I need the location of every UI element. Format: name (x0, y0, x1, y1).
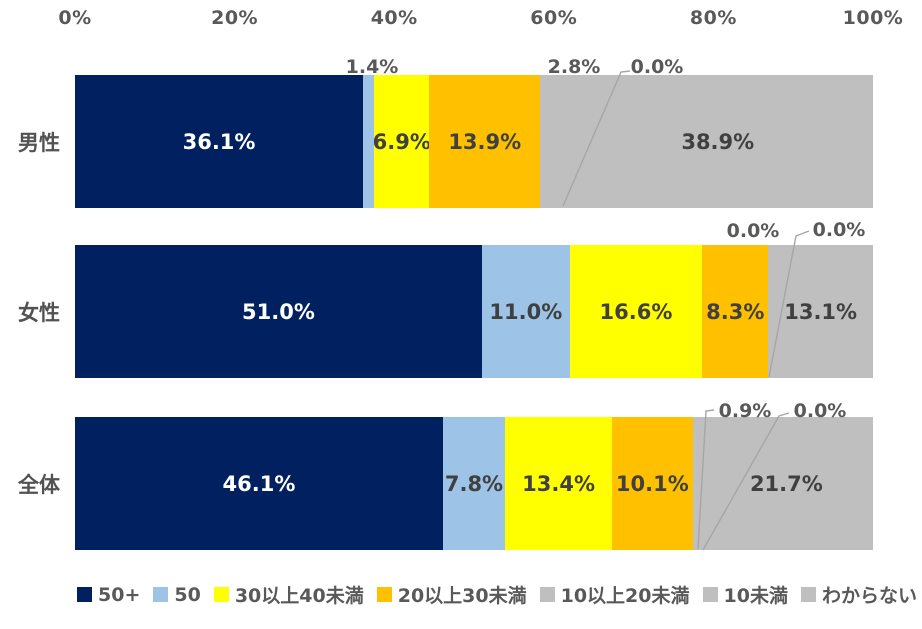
bar-segment: 11.0% (481, 245, 570, 378)
x-axis: 0% 20% 40% 60% 80% 100% (0, 0, 922, 40)
bar-segment: 51.0% (75, 245, 482, 378)
legend-item: わからない (800, 581, 917, 608)
stacked-bar-0: 36.1% 6.9% 13.9% 38.9% (75, 75, 873, 208)
legend-label: 50 (174, 583, 201, 606)
legend-swatch-icon (539, 587, 555, 602)
x-tick-label: 80% (689, 7, 737, 29)
legend-swatch-icon (376, 587, 392, 602)
bar-segment (540, 75, 563, 208)
data-label: 16.6% (599, 299, 673, 324)
data-label: 11.0% (489, 299, 563, 324)
x-tick-label: 0% (58, 7, 92, 29)
legend-item: 30以上40未満 (213, 581, 364, 608)
data-label: 38.9% (681, 129, 755, 154)
bar-segment: 13.4% (505, 417, 613, 550)
data-label: 8.3% (706, 299, 765, 324)
data-label: 13.9% (448, 129, 522, 154)
legend-label: 30以上40未満 (234, 585, 364, 607)
data-label: 36.1% (182, 129, 256, 154)
bar-segment: 10.1% (612, 417, 693, 550)
data-label: 21.7% (749, 471, 823, 496)
data-label: 51.0% (242, 299, 315, 324)
legend-item: 50 (153, 583, 201, 606)
legend-item: 50+ (77, 584, 140, 606)
bar-segment: 6.9% (372, 75, 431, 208)
bar-segment: 38.9% (562, 75, 873, 208)
bar-segment: 13.1% (768, 245, 873, 378)
category-labels: 男性 女性 全体 (0, 0, 75, 629)
stacked-bar-2: 46.1% 7.8% 13.4% 10.1% 21.7% (75, 417, 873, 550)
data-label: 7.8% (444, 471, 504, 496)
bar-segment: 13.9% (429, 75, 541, 208)
bar-segment: 21.7% (699, 417, 873, 550)
legend-item: 10未満 (702, 581, 788, 608)
legend: 50+ 50 30以上40未満 20以上30未満 10以上20未満 10未満 わからない (77, 581, 917, 608)
legend-label: 50+ (98, 583, 141, 606)
legend-label: 10以上20未満 (560, 585, 690, 607)
x-tick-label: 100% (842, 7, 904, 29)
bar-segment: 8.3% (702, 245, 769, 378)
legend-swatch-icon (153, 587, 169, 602)
stacked-bar-1: 51.0% 11.0% 16.6% 8.3% 13.1% (75, 245, 873, 378)
bar-segment: 16.6% (569, 245, 703, 378)
category-label: 男性 (18, 130, 60, 155)
data-label: 13.1% (784, 299, 858, 324)
bar-segment: 46.1% (75, 417, 443, 550)
legend-label: わからない (821, 585, 917, 607)
category-label: 全体 (18, 472, 60, 497)
bar-segment (363, 75, 375, 208)
legend-item: 10以上20未満 (539, 581, 690, 608)
x-tick-label: 40% (370, 7, 418, 29)
x-tick-label: 20% (211, 7, 259, 29)
bar-segment: 7.8% (442, 417, 506, 550)
legend-label: 20以上30未満 (397, 585, 527, 607)
plot-area: 36.1% 6.9% 13.9% 38.9% 51.0% 11.0% 16.6% 8.3% 13… (73, 53, 875, 570)
legend-swatch-icon (77, 587, 92, 602)
legend-swatch-icon (702, 587, 718, 602)
bar-segment (692, 417, 700, 550)
legend-item: 20以上30未満 (376, 581, 527, 608)
legend-swatch-icon (800, 587, 816, 602)
legend-label: 10未満 (723, 585, 788, 607)
data-label: 10.1% (615, 471, 689, 496)
data-label: 6.9% (372, 129, 431, 154)
bar-segment: 36.1% (75, 75, 364, 208)
x-tick-label: 60% (530, 7, 578, 29)
legend-swatch-icon (213, 587, 229, 602)
data-label: 46.1% (222, 471, 296, 496)
data-label: 13.4% (522, 471, 595, 496)
category-label: 女性 (18, 300, 60, 325)
